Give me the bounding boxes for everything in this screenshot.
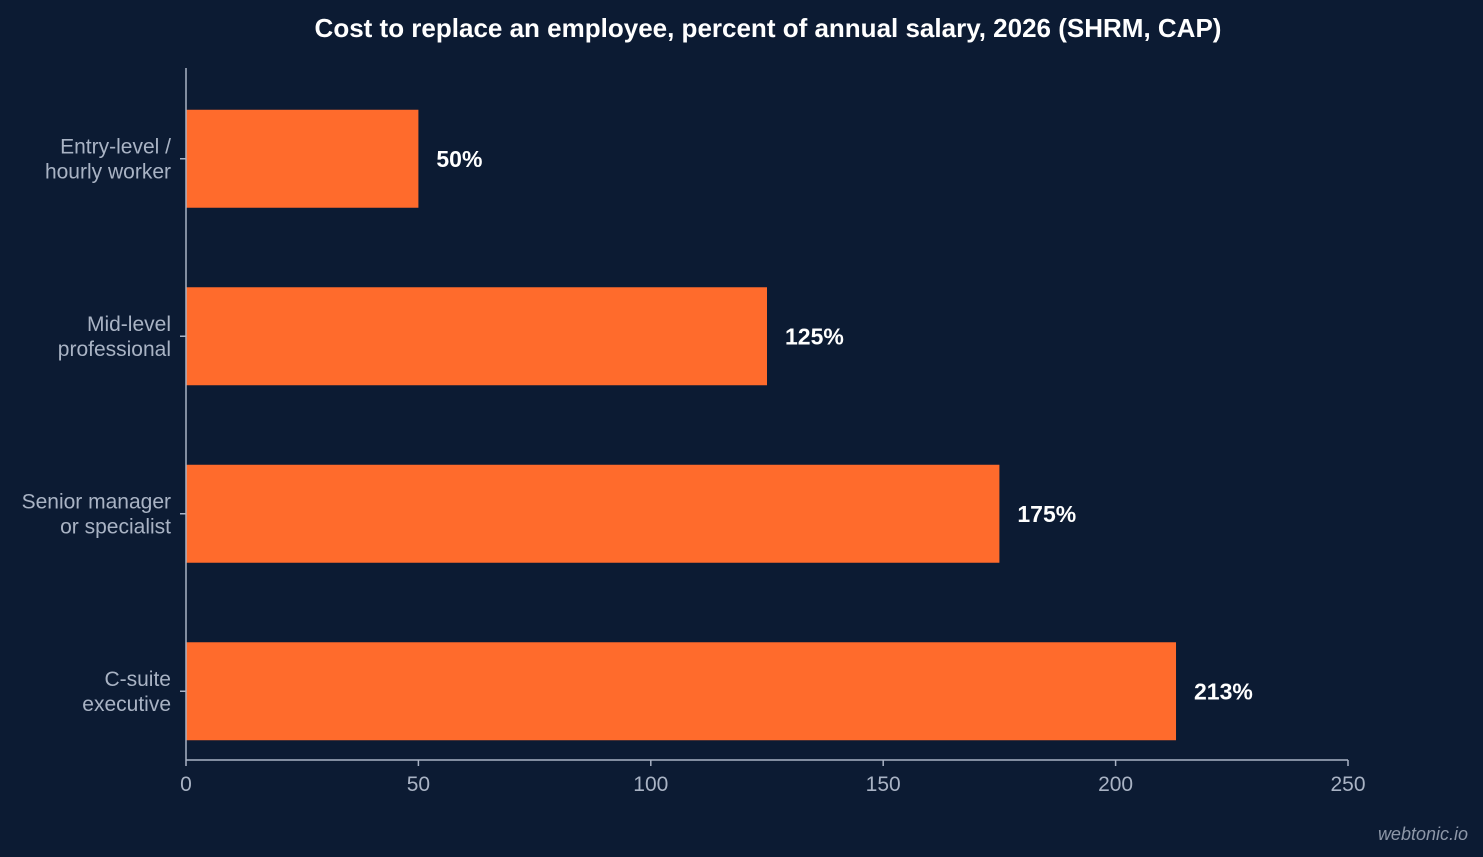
x-tick-label-0: 0 — [180, 773, 192, 796]
axes-layer: Entry-level / hourly worker Mid-level profe… — [22, 68, 1366, 796]
bar-3 — [186, 642, 1177, 741]
bar-2 — [186, 464, 1000, 563]
category-label-2: Senior manager or specialist — [22, 490, 172, 538]
x-tick-label-2: 100 — [633, 773, 668, 796]
x-tick-label-1: 50 — [407, 773, 430, 796]
category-label-0: Entry-level / hourly worker — [45, 135, 171, 183]
watermark-text: webtonic.io — [1378, 824, 1468, 844]
category-label-3: C-suite executive — [82, 668, 171, 716]
bar-1 — [186, 287, 767, 386]
x-tick-label-4: 200 — [1098, 773, 1133, 796]
data-label-0: 50% — [436, 146, 482, 172]
x-tick-label-5: 250 — [1330, 773, 1365, 796]
bars-layer: 50% 125% 175% 213% — [186, 109, 1253, 741]
chart-title: Cost to replace an employee, percent of … — [315, 13, 1222, 43]
data-label-1: 125% — [785, 323, 844, 349]
category-label-1: Mid-level professional — [58, 313, 171, 361]
data-label-3: 213% — [1194, 678, 1253, 704]
x-tick-label-3: 150 — [866, 773, 901, 796]
data-label-2: 175% — [1017, 501, 1076, 527]
bar-0 — [186, 109, 419, 208]
